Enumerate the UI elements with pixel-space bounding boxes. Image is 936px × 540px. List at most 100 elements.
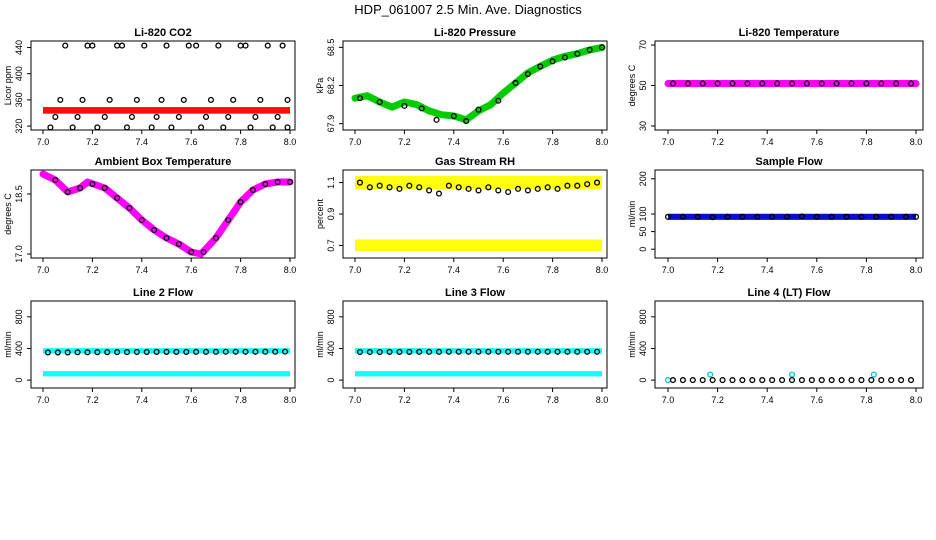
data-point [151, 226, 158, 234]
data-point [163, 234, 170, 242]
data-point [505, 188, 512, 196]
page-title: HDP_061007 2.5 Min. Ave. Diagnostics [354, 2, 582, 17]
data-point [574, 182, 581, 189]
data-point [759, 377, 766, 384]
data-point [279, 42, 286, 49]
data-point [544, 184, 551, 191]
y-tick-label: 0.7 [326, 239, 336, 252]
series-line [39, 170, 294, 258]
data-point [554, 348, 561, 355]
data-point [148, 124, 155, 131]
data-point [237, 42, 244, 49]
data-point [664, 213, 672, 220]
data-point [406, 348, 413, 355]
data-point [143, 348, 150, 356]
data-point [79, 96, 86, 103]
data-point [242, 42, 249, 49]
x-tick-label: 7.0 [349, 137, 362, 147]
data-point [114, 194, 121, 202]
data-point [84, 349, 91, 356]
x-tick-label: 7.4 [136, 265, 149, 275]
data-point [376, 348, 383, 356]
data-point [788, 377, 796, 384]
data-point [808, 377, 815, 384]
data-point [94, 124, 101, 131]
chart-panel-9: Line 4 (LT) Flow ml/min 7.0 7.2 7.4 7.6 7.8 8.0… [627, 287, 924, 405]
data-point [153, 348, 160, 355]
y-axis-label: kPa [315, 78, 325, 94]
panel-title: Line 2 Flow [133, 287, 193, 299]
x-tick-label: 7.8 [234, 395, 247, 405]
data-point [74, 349, 81, 356]
data-point [475, 187, 482, 194]
x-tick-label: 7.4 [136, 137, 149, 147]
data-point [54, 349, 61, 356]
series-band [43, 348, 290, 354]
y-axis-label: ml/min [315, 331, 325, 358]
x-tick-label: 7.0 [662, 137, 675, 147]
x-tick-label: 8.0 [910, 395, 923, 405]
data-point [416, 348, 423, 355]
x-tick-label: 7.6 [497, 265, 510, 275]
data-point [534, 185, 541, 192]
data-point [215, 42, 222, 49]
panel-title: Line 3 Flow [445, 287, 505, 299]
series-band [355, 348, 602, 354]
data-point [426, 187, 433, 194]
y-tick-label: 50 [638, 80, 648, 90]
data-point [699, 80, 706, 87]
y-tick-label: 0.9 [326, 208, 336, 221]
chart-panel-3: Li-820 Temperature degrees C 7.0 7.2 7.4 7.6 7… [627, 27, 924, 147]
x-tick-label: 7.6 [497, 137, 510, 147]
data-point [769, 377, 776, 384]
y-tick-label: 100 [638, 206, 648, 221]
chart-panel-8: Line 3 Flow ml/min 7.0 7.2 7.4 7.6 7.8 8.0 0 400 8… [315, 287, 608, 405]
data-point [416, 184, 423, 191]
x-tick-label: 7.4 [448, 137, 461, 147]
x-tick-label: 7.4 [448, 265, 461, 275]
data-point [74, 113, 81, 120]
data-point [907, 377, 915, 384]
data-point [584, 348, 591, 355]
data-point [114, 42, 121, 49]
y-tick-label: 360 [14, 92, 24, 107]
y-tick-label: 30 [638, 121, 648, 131]
data-point [544, 348, 551, 355]
series-band [43, 107, 290, 114]
y-axis-label: ml/min [627, 331, 637, 358]
data-point [463, 118, 470, 125]
panel-title: Ambient Box Temperature [95, 156, 232, 168]
data-point [788, 371, 796, 378]
data-point [564, 182, 571, 189]
data-point [175, 240, 182, 248]
data-point [858, 377, 865, 384]
y-tick-label: 800 [638, 309, 648, 324]
x-tick-label: 7.6 [811, 395, 824, 405]
y-tick-label: 70 [638, 40, 648, 50]
data-point [435, 190, 443, 197]
data-point [858, 213, 865, 220]
data-point [873, 213, 880, 220]
data-point [284, 96, 291, 103]
data-point [779, 377, 786, 384]
y-axis-label: ml/min [3, 331, 13, 358]
data-point [106, 96, 113, 103]
data-point [366, 184, 373, 191]
data-point [257, 96, 264, 103]
data-point [64, 349, 71, 356]
data-point [594, 348, 601, 355]
data-point [284, 124, 291, 131]
data-point [514, 185, 522, 192]
data-point [62, 42, 69, 49]
data-point [828, 213, 835, 220]
chart-panel-6: Sample Flow ml/min 7.0 7.2 7.4 7.6 7.8 8.0 0 50 10… [627, 156, 924, 275]
data-point [679, 213, 686, 220]
y-tick-label: 200 [638, 171, 648, 186]
data-point [769, 213, 776, 220]
data-point [188, 248, 195, 256]
data-point [534, 348, 541, 355]
data-point [803, 80, 810, 87]
x-tick-label: 7.0 [37, 265, 50, 275]
data-point [524, 71, 531, 78]
data-point [739, 377, 746, 384]
